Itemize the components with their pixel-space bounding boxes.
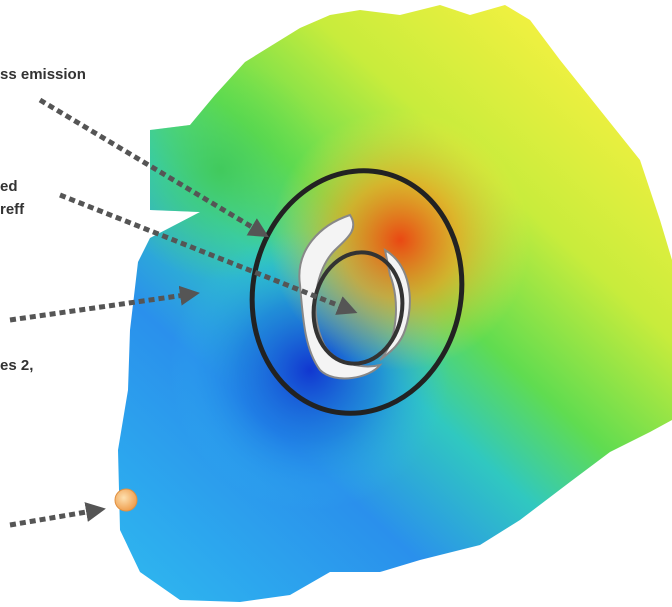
arrow: [59, 192, 358, 315]
annotation: ed: [0, 178, 18, 195]
arrows: [9, 97, 358, 528]
annotation: reff: [0, 201, 25, 218]
outer-contour: [249, 168, 465, 416]
source-dot: [114, 488, 138, 512]
annotation: es 2,: [0, 357, 33, 374]
inner-contour: [311, 250, 405, 366]
arrow: [9, 285, 200, 323]
annotation: ss emission: [0, 66, 86, 83]
arrow: [38, 97, 269, 238]
arrow: [9, 502, 106, 528]
